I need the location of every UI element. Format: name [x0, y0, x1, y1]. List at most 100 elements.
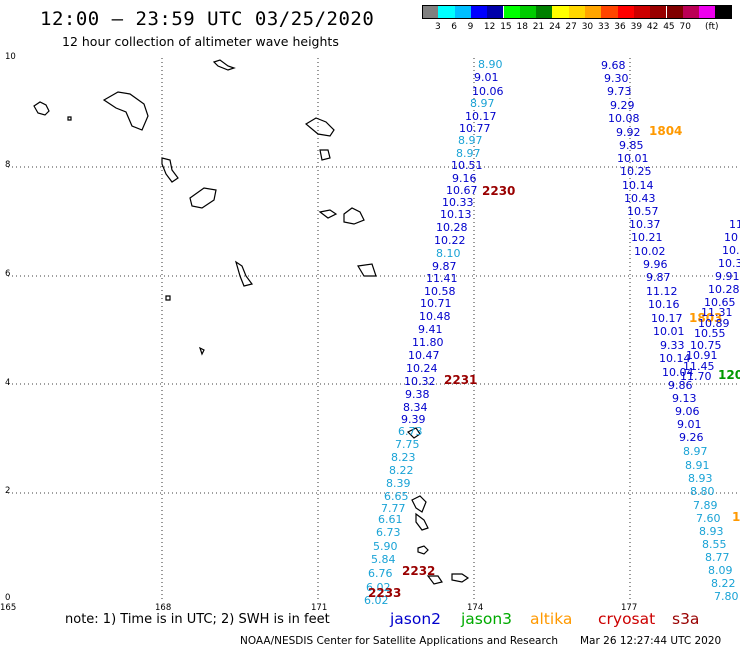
wave-height-label: 10.58 — [424, 285, 456, 298]
wave-height-label: 6.61 — [378, 513, 403, 526]
wave-height-label: 10.2 — [722, 244, 740, 257]
satellite-name: altika — [530, 610, 573, 628]
island-shape — [304, 117, 335, 137]
wave-height-label: 10.25 — [620, 165, 652, 178]
x-tick-label: 171 — [311, 603, 328, 613]
wave-height-label: 9.68 — [601, 59, 626, 72]
wave-height-label: 11.70 — [680, 370, 712, 383]
wave-height-label: 11 — [729, 218, 740, 231]
wave-height-label: 9.13 — [672, 392, 697, 405]
wave-height-label: 10.06 — [472, 85, 504, 98]
time-label: 2232 — [402, 564, 436, 578]
legend-swatch — [454, 5, 471, 19]
wave-height-label: 9.30 — [604, 72, 629, 85]
wave-height-label: 9.26 — [679, 431, 704, 444]
wave-height-label: 9.16 — [452, 172, 477, 185]
x-tick-label: 174 — [467, 603, 484, 613]
time-label: 2230 — [482, 184, 516, 198]
wave-height-label: 7.60 — [696, 512, 721, 525]
wave-height-label: 10.28 — [708, 283, 740, 296]
wave-height-label: 10.75 — [690, 339, 722, 352]
wave-height-label: 9.87 — [646, 271, 671, 284]
legend-value: 15 — [500, 22, 512, 32]
wave-height-label: 9.96 — [643, 258, 668, 271]
wave-height-label: 8.97 — [470, 97, 495, 110]
wave-height-label: 9.38 — [405, 388, 430, 401]
wave-height-label: 9.29 — [610, 99, 635, 112]
map-subtitle: 12 hour collection of altimeter wave hei… — [62, 34, 339, 49]
wave-height-label: 6.73 — [376, 526, 401, 539]
map-title: 12:00 – 23:59 UTC 03/25/2020 — [40, 8, 375, 30]
legend-swatch — [617, 5, 634, 19]
wave-height-label: 9.06 — [675, 405, 700, 418]
wave-height-label: 6.76 — [368, 567, 393, 580]
wave-height-label: 10.21 — [631, 231, 663, 244]
legend-unit: (ft) — [705, 22, 719, 32]
wave-height-label: 9.92 — [616, 126, 641, 139]
island-shape — [189, 187, 217, 209]
wave-height-label: 11.12 — [646, 285, 678, 298]
wave-height-label: 9.01 — [677, 418, 702, 431]
wave-height-label: 9.39 — [401, 413, 426, 426]
wave-height-label: 8.97 — [683, 445, 708, 458]
legend-value: 27 — [565, 22, 577, 32]
wave-height-label: 11.31 — [701, 306, 733, 319]
y-tick-label: 6 — [5, 269, 11, 279]
legend-swatch — [519, 5, 537, 19]
legend-value: 36 — [614, 22, 626, 32]
legend-frame — [422, 5, 732, 19]
wave-height-label: 10.28 — [436, 221, 468, 234]
wave-height-label: 8.34 — [403, 401, 428, 414]
x-tick-label: 165 — [0, 603, 17, 613]
island-shape — [357, 263, 377, 277]
legend-value: 12 — [483, 22, 496, 32]
wave-height-label: 9.87 — [432, 260, 457, 273]
wave-height-label: 10.01 — [653, 325, 685, 338]
wave-height-label: 5.84 — [371, 553, 396, 566]
wave-height-label: 10.02 — [634, 245, 666, 258]
legend-swatch — [682, 5, 700, 19]
satellite-name: s3a — [672, 610, 700, 628]
wave-height-label: 10.24 — [406, 362, 438, 375]
wave-height-label: 6.73 — [398, 425, 423, 438]
island-shape — [234, 260, 254, 287]
wave-height-label: 10.43 — [624, 192, 656, 205]
wave-height-label: 9.41 — [418, 323, 443, 336]
time-label: 1803 — [689, 311, 723, 325]
wave-height-label: 9.73 — [607, 85, 632, 98]
time-label: 2233 — [368, 586, 402, 600]
island-shape — [198, 346, 205, 356]
wave-height-label: 10.14 — [622, 179, 654, 192]
wave-height-label: 11.80 — [412, 336, 444, 349]
wave-height-label: 10.17 — [651, 312, 683, 325]
wave-height-label: 6.65 — [384, 490, 409, 503]
legend-swatch — [568, 5, 585, 19]
wave-height-label: 10.13 — [440, 208, 472, 221]
wave-height-label: 10.57 — [627, 205, 659, 218]
island-shape — [415, 512, 429, 531]
x-tick-label: 177 — [621, 603, 638, 613]
wave-height-label: 9.01 — [474, 71, 499, 84]
island-shape — [411, 495, 427, 513]
island-shape — [319, 149, 331, 161]
wave-height-label: 8.93 — [688, 472, 713, 485]
legend-swatch — [633, 5, 651, 19]
wave-height-label: 8.97 — [456, 147, 481, 160]
y-tick-label: 4 — [5, 378, 11, 388]
island-shape — [451, 573, 470, 583]
satellite-name: jason3 — [461, 610, 513, 628]
wave-height-label: 10.01 — [617, 152, 649, 165]
wave-height-label: 8.23 — [391, 451, 416, 464]
wave-height-label: 11.41 — [426, 272, 458, 285]
wave-height-label: 8.10 — [436, 247, 461, 260]
wave-height-label: 8.22 — [389, 464, 414, 477]
wave-height-label: 8.55 — [702, 538, 727, 551]
wave-height-label: 8.80 — [690, 485, 715, 498]
legend-swatch — [585, 5, 602, 19]
wave-height-label: 8.93 — [699, 525, 724, 538]
island-shape — [212, 59, 236, 71]
legend-value: 18 — [516, 22, 528, 32]
legend-value: 30 — [581, 22, 594, 32]
wave-height-label: 6.02 — [366, 581, 391, 594]
footnote: note: 1) Time is in UTC; 2) SWH is in fe… — [65, 612, 330, 627]
